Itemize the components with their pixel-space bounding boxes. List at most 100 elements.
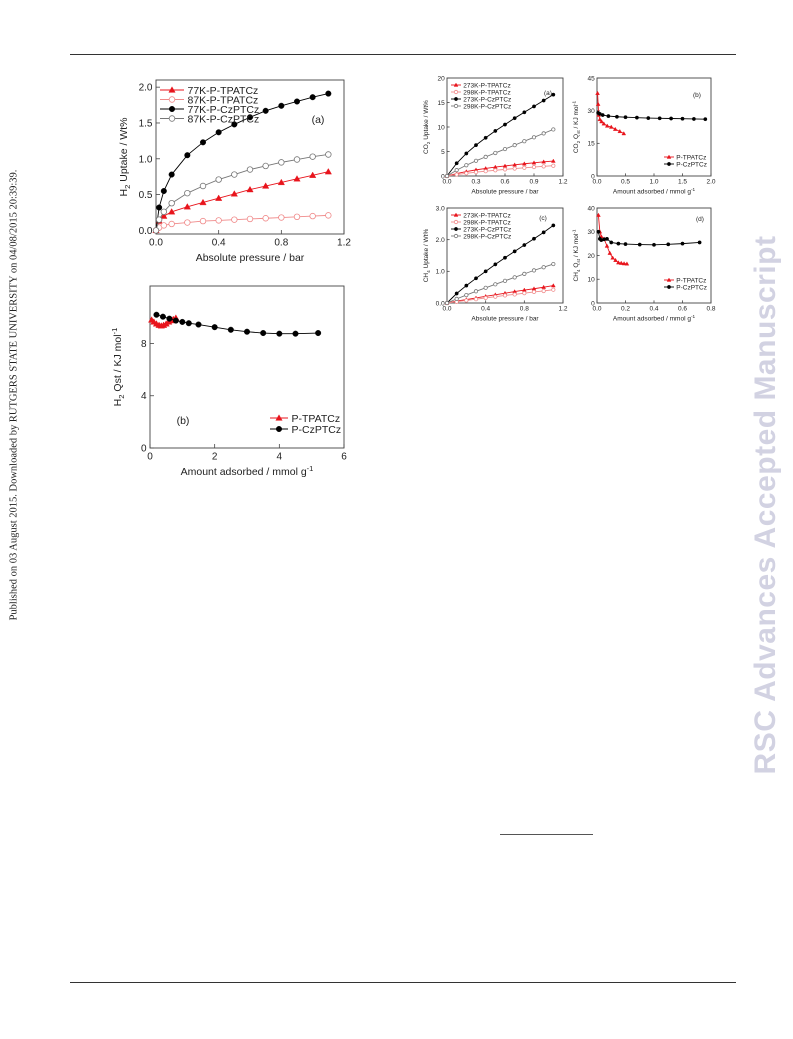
- data-point: [493, 262, 498, 267]
- legend-label: 77K-P-CzPTCz: [188, 104, 260, 116]
- data-point: [502, 278, 508, 283]
- data-point: [502, 167, 508, 172]
- legend-label: 298K-P-TPATCz: [463, 89, 510, 96]
- publication-sidebar: Published on 03 August 2015. Downloaded …: [4, 0, 24, 1039]
- data-point: [502, 293, 508, 298]
- x-tick-label: 2.0: [706, 178, 715, 185]
- x-tick-label: 0.8: [274, 238, 288, 249]
- data-point: [199, 139, 206, 146]
- data-point: [278, 102, 285, 109]
- data-point: [227, 326, 234, 333]
- series-line: [597, 231, 700, 246]
- legend-label: P-TPATCz: [292, 413, 341, 425]
- data-point: [623, 115, 628, 120]
- data-point: [596, 212, 601, 217]
- y-tick-label: 10: [587, 277, 595, 284]
- y-tick-label: 5: [441, 149, 445, 156]
- series-298k-p-tpatcz: [444, 287, 556, 306]
- data-point: [183, 203, 191, 210]
- legend-marker: [667, 162, 671, 166]
- data-point: [325, 212, 332, 219]
- legend: 77K-P-TPATCz87K-P-TPATCz77K-P-CzPTCz87K-…: [160, 85, 260, 125]
- y-tick-label: 15: [437, 100, 445, 107]
- data-point: [473, 170, 479, 175]
- data-point: [522, 243, 527, 247]
- legend-label: 298K-P-CzPTCz: [463, 233, 511, 240]
- x-tick-label: 0.8: [706, 305, 715, 312]
- y-tick-label: 30: [587, 108, 595, 115]
- data-point: [160, 208, 168, 215]
- journal-watermark: RSC Advances Accepted Manuscript: [749, 235, 782, 775]
- data-point: [230, 190, 238, 197]
- panel-label: (b): [693, 92, 701, 99]
- series-87k-p-tpatcz: [152, 212, 332, 234]
- legend-label: P-TPATCz: [676, 277, 706, 284]
- data-point: [551, 92, 556, 97]
- data-point: [551, 261, 556, 267]
- data-point: [293, 213, 301, 221]
- data-point: [493, 282, 498, 287]
- data-point: [231, 121, 238, 128]
- data-point: [692, 117, 696, 121]
- data-point: [199, 182, 207, 190]
- x-tick-label: 1.2: [558, 178, 567, 185]
- data-point: [522, 291, 527, 296]
- legend-label: 87K-P-TPATCz: [188, 94, 259, 106]
- data-point: [243, 328, 250, 335]
- data-point: [522, 161, 527, 166]
- data-point: [293, 156, 301, 163]
- data-point: [294, 98, 301, 105]
- x-tick-label: 1.2: [337, 238, 351, 249]
- data-point: [246, 166, 254, 173]
- data-point: [512, 292, 517, 297]
- x-tick-label: 1.2: [558, 305, 567, 312]
- data-point: [623, 242, 628, 247]
- y-tick-label: 8: [141, 339, 147, 350]
- data-point: [166, 315, 173, 322]
- data-point: [215, 129, 222, 136]
- x-axis-label: Absolute pressure / bar: [196, 252, 305, 264]
- y-tick-label: 0: [591, 300, 595, 307]
- series-line: [155, 214, 329, 231]
- data-point: [483, 169, 488, 174]
- y-tick-label: 10: [437, 124, 445, 131]
- data-point: [541, 159, 546, 164]
- co2-uptake-chart: 0.0 0.3 0.6 0.9 1.2 0 5 10 15 20 Absolute pressure…: [423, 75, 568, 195]
- data-point: [595, 90, 600, 95]
- data-point: [531, 268, 537, 273]
- data-point: [541, 131, 546, 136]
- data-point: [551, 223, 556, 228]
- data-point: [464, 283, 469, 288]
- y-tick-label: 20: [437, 75, 445, 82]
- top-rule: [70, 54, 736, 55]
- data-point: [697, 240, 702, 245]
- legend-marker: [666, 277, 672, 282]
- legend-label: 273K-P-TPATCz: [463, 212, 510, 219]
- series-273k-p-czptcz: [445, 223, 556, 305]
- data-point: [168, 199, 175, 207]
- data-point: [522, 271, 527, 276]
- data-point: [444, 300, 450, 306]
- legend-marker: [453, 219, 459, 225]
- data-point: [483, 154, 488, 159]
- series-line: [446, 129, 554, 177]
- data-point: [246, 215, 254, 223]
- x-tick-label: 0.8: [520, 305, 529, 312]
- data-point: [483, 295, 488, 301]
- x-tick-label: 1.0: [649, 178, 658, 185]
- legend-marker: [168, 96, 176, 103]
- data-point: [613, 257, 618, 262]
- x-tick-label: 0.4: [649, 305, 658, 312]
- data-point: [607, 250, 613, 255]
- data-point: [493, 294, 498, 299]
- x-tick-label: 0.2: [621, 305, 630, 312]
- legend-marker: [454, 97, 458, 101]
- panel-label: (a): [312, 114, 325, 126]
- data-point: [512, 275, 517, 280]
- data-point: [597, 117, 603, 122]
- data-point: [493, 168, 498, 173]
- legend-label: P-CzPTCz: [676, 284, 707, 291]
- data-point: [600, 113, 605, 117]
- data-point: [666, 242, 671, 247]
- data-point: [493, 129, 498, 133]
